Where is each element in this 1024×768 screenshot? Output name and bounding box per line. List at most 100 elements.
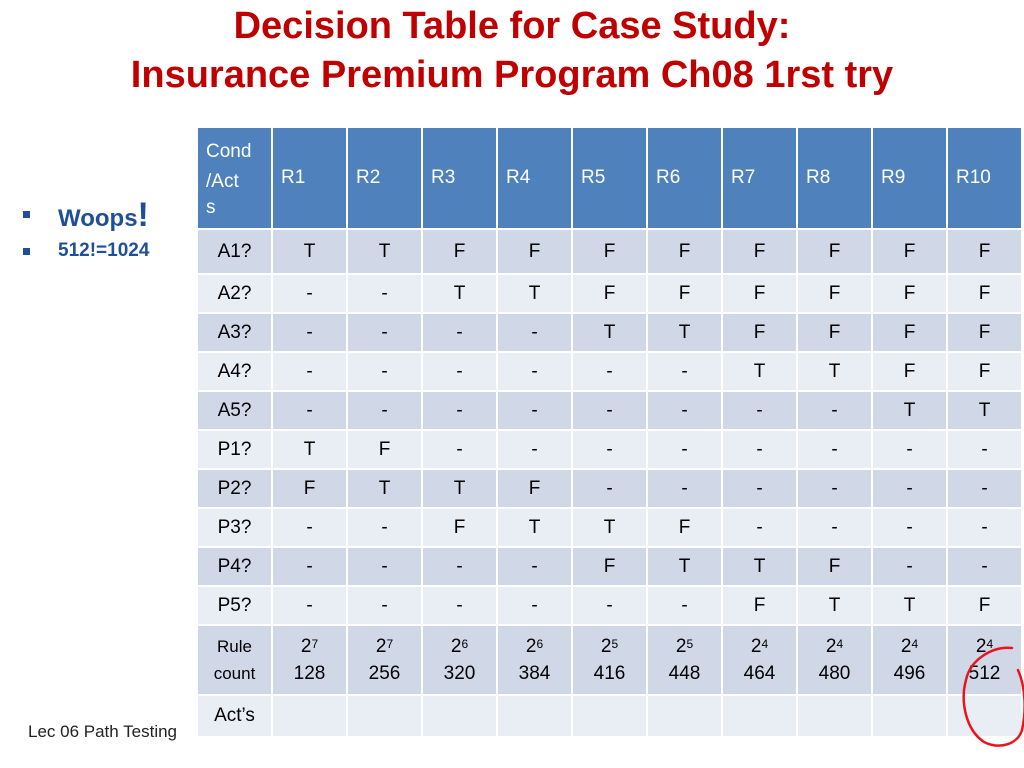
table-cell: - [646, 468, 723, 509]
row-label: A2? [196, 273, 273, 314]
power-base: 2 [375, 636, 387, 657]
table-row: P1? T F - - - - - - - - [196, 429, 1023, 470]
table-cell: - [496, 390, 573, 431]
rule-count-total: 384 [518, 663, 551, 684]
table-cell: F [571, 546, 648, 587]
table-cell: - [946, 429, 1023, 470]
table-cell: F [496, 228, 573, 275]
rule-count-total: 464 [743, 663, 776, 684]
rule-count-power: 24 [948, 633, 1021, 660]
rule-count-cell: 25 448 [646, 624, 723, 696]
table-cell: - [571, 468, 648, 509]
table-cell: - [271, 351, 348, 392]
actions-row: Act’s [196, 694, 1023, 738]
power-base: 2 [600, 636, 612, 657]
table-cell: F [496, 468, 573, 509]
table-cell: F [796, 273, 873, 314]
corner-label: /Act [206, 171, 239, 192]
table-cell: T [571, 312, 648, 353]
table-cell: F [871, 228, 948, 275]
rule-count-total: 128 [293, 663, 326, 684]
power-exponent: 5 [686, 637, 694, 651]
table-cell: - [496, 429, 573, 470]
actions-cell [496, 694, 573, 738]
table-cell: F [571, 273, 648, 314]
table-cell: F [946, 351, 1023, 392]
table-cell: T [796, 351, 873, 392]
bullet-list: Woops! 512!=1024 [20, 196, 200, 266]
table-cell: - [346, 312, 423, 353]
table-cell: T [946, 390, 1023, 431]
table-cell: F [271, 468, 348, 509]
table-cell: T [421, 468, 498, 509]
rule-count-cell: 24 480 [796, 624, 873, 696]
table-cell: - [346, 507, 423, 548]
row-label: P2? [196, 468, 273, 509]
table-cell: F [721, 312, 798, 353]
table-cell: T [346, 228, 423, 275]
rule-count-total: 448 [668, 663, 701, 684]
table-row: P2? F T T F - - - - - - [196, 468, 1023, 509]
table-cell: - [271, 273, 348, 314]
rule-count-power: 24 [723, 633, 796, 660]
table-cell: - [496, 351, 573, 392]
table-cell: - [871, 507, 948, 548]
rule-header-r8: R8 [796, 126, 873, 230]
row-label: A5? [196, 390, 273, 431]
table-row: P3? - - F T T F - - - - [196, 507, 1023, 548]
row-label: P4? [196, 546, 273, 587]
rule-count-total: 320 [443, 663, 476, 684]
table-cell: T [871, 585, 948, 626]
power-base: 2 [900, 636, 912, 657]
table-cell: - [646, 351, 723, 392]
table-cell: F [871, 312, 948, 353]
table-cell: F [946, 228, 1023, 275]
table-row: A1? T T F F F F F F F F [196, 228, 1023, 275]
table-cell: - [496, 585, 573, 626]
table-cell: - [571, 390, 648, 431]
table-cell: T [721, 546, 798, 587]
table-cell: T [496, 507, 573, 548]
table-cell: T [421, 273, 498, 314]
rule-count-power: 26 [498, 633, 571, 660]
actions-cell [421, 694, 498, 738]
table-cell: - [421, 585, 498, 626]
rule-header-r7: R7 [721, 126, 798, 230]
table-cell: - [421, 390, 498, 431]
table-row: A5? - - - - - - - - T T [196, 390, 1023, 431]
table-cell: F [946, 312, 1023, 353]
table-cell: T [271, 228, 348, 275]
table-cell: F [721, 585, 798, 626]
table-cell: F [796, 312, 873, 353]
square-bullet-icon [23, 248, 30, 255]
rule-count-power: 27 [273, 633, 346, 660]
rule-count-cell: 26 384 [496, 624, 573, 696]
row-label: P5? [196, 585, 273, 626]
table-cell: - [871, 468, 948, 509]
rule-count-cell: 27 256 [346, 624, 423, 696]
table-cell: - [871, 429, 948, 470]
square-bullet-icon [23, 211, 30, 218]
rule-count-power: 24 [798, 633, 871, 660]
power-base: 2 [675, 636, 687, 657]
rule-count-total: 512 [968, 663, 1001, 684]
table-cell: - [271, 390, 348, 431]
table-cell: - [721, 429, 798, 470]
actions-cell [721, 694, 798, 738]
rule-count-cell: 26 320 [421, 624, 498, 696]
table-cell: - [346, 585, 423, 626]
row-label: A4? [196, 351, 273, 392]
rule-count-total: 480 [818, 663, 851, 684]
table-cell: F [871, 351, 948, 392]
rule-count-cell: 27 128 [271, 624, 348, 696]
table-cell: - [571, 429, 648, 470]
bullet-item: 512!=1024 [20, 236, 200, 266]
table-cell: F [796, 546, 873, 587]
table-cell: T [721, 351, 798, 392]
table-cell: - [421, 429, 498, 470]
table-cell: - [796, 468, 873, 509]
corner-label: s [206, 197, 216, 218]
rule-count-cell: 24 496 [871, 624, 948, 696]
table-cell: - [496, 546, 573, 587]
table-cell: F [946, 585, 1023, 626]
